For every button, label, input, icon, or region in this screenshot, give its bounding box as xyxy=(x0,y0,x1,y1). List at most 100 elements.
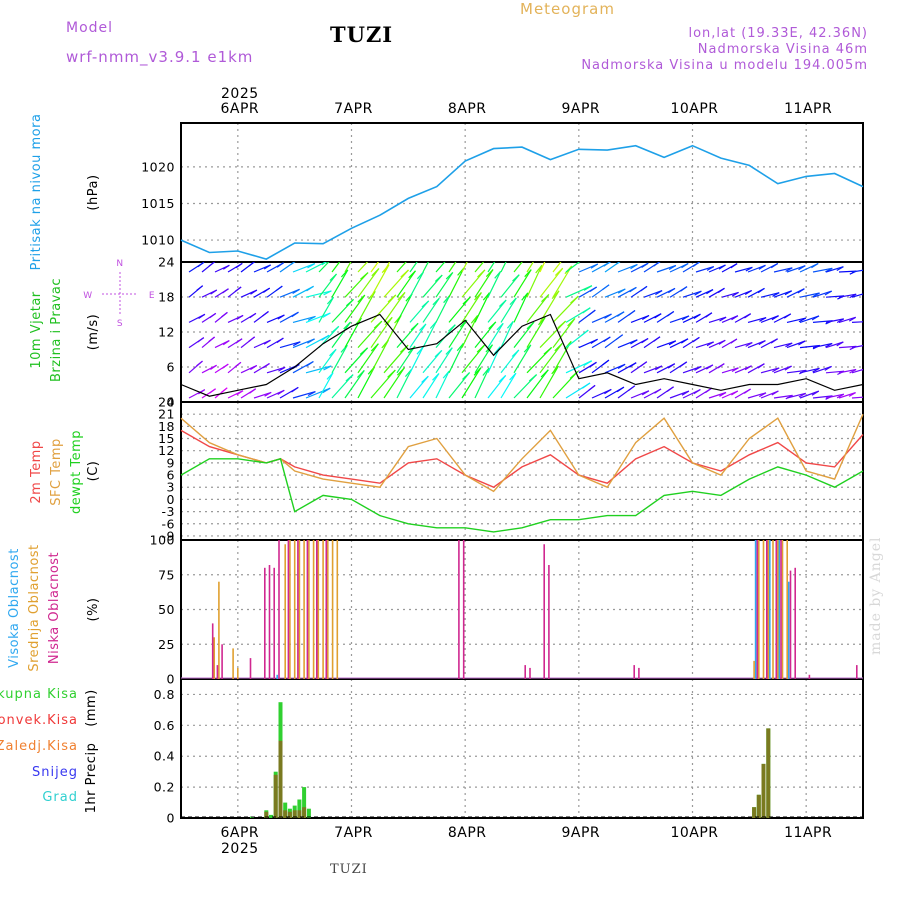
wind-barb-tick-20 xyxy=(236,314,244,320)
top-day-label-5: 11APR xyxy=(784,101,832,117)
wind-barb-122 xyxy=(448,296,471,323)
wind-barb-283 xyxy=(799,292,820,298)
wind-barb-42 xyxy=(279,262,296,273)
wind-barb-135 xyxy=(474,321,497,348)
wind-barb-tick-302 xyxy=(848,316,857,322)
wind-barb-110 xyxy=(422,297,440,323)
precip-total-bar-2 xyxy=(269,814,273,818)
wind-barb-tick-191 xyxy=(604,388,612,395)
wind-barb-tick-134 xyxy=(482,292,490,301)
wind-barb-tick-255 xyxy=(745,342,753,347)
wind-barb-92 xyxy=(383,292,406,323)
wind-barb-tick-112 xyxy=(434,349,443,358)
bottom-day-label-2: 8APR xyxy=(448,825,487,841)
wind-barb-72 xyxy=(344,262,352,273)
time-gridlines xyxy=(237,123,807,818)
ytick-pressure-2: 1020 xyxy=(141,159,175,174)
wind-barb-98 xyxy=(396,293,413,323)
wind-barb-tick-50 xyxy=(307,315,316,321)
unit-clouds: (%) xyxy=(86,598,101,622)
wind-barb-263 xyxy=(747,392,767,399)
wind-barb-tick-188 xyxy=(604,313,612,319)
wind-barb-tick-289 xyxy=(824,290,832,296)
wind-barb-297 xyxy=(825,341,844,349)
wind-barb-tick-86 xyxy=(387,294,397,303)
wind-barb-tick-245 xyxy=(719,391,727,397)
location-coords: lon,lat (19.33E, 42.36N) xyxy=(688,26,868,41)
wind-barb-tick-54 xyxy=(321,262,328,266)
wind-barb-tick-196 xyxy=(617,363,626,370)
wind-barb-tick-4 xyxy=(196,360,203,367)
wind-barb-311 xyxy=(851,396,863,399)
wind-barb-tick-22 xyxy=(234,361,242,368)
wind-barb-tick-250 xyxy=(731,367,739,373)
wind-barb-143 xyxy=(487,375,507,399)
wind-barb-tick-247 xyxy=(731,291,739,297)
ytick-temperature-2: -3 xyxy=(162,504,175,519)
compass-east: E xyxy=(149,291,155,301)
wind-barb-137 xyxy=(474,367,490,399)
wind-barb-tick-159 xyxy=(538,316,546,326)
wind-barb-273 xyxy=(773,342,793,349)
precip-conv-bar-11 xyxy=(766,728,771,818)
wind-barb-171 xyxy=(552,318,576,348)
wind-barb-89 xyxy=(370,369,396,399)
wind-barb-tick-122 xyxy=(462,296,471,305)
wind-barb-tick-82 xyxy=(370,343,379,352)
wind-barb-tick-236 xyxy=(705,312,713,318)
wind-barb-35 xyxy=(253,391,272,399)
top-day-label-1: 7APR xyxy=(334,101,373,117)
wind-barb-tick-28 xyxy=(250,364,258,371)
wind-barb-tick-296 xyxy=(836,318,845,324)
ytick-clouds-1: 25 xyxy=(158,637,175,652)
wind-barb-tick-179 xyxy=(582,382,591,389)
wind-barb-260 xyxy=(747,317,767,323)
wind-barb-tick-62 xyxy=(326,296,334,305)
meteogram-label: Meteogram xyxy=(520,0,615,18)
precip-legend-4: Grad xyxy=(42,790,78,805)
wind-barb-tick-30 xyxy=(263,264,272,270)
ytick-temperature-11: 24 xyxy=(158,395,175,410)
wind-barb-tick-124 xyxy=(456,343,464,352)
wind-axis-label-2: Brzina i Pravac xyxy=(49,278,64,382)
wind-barb-51 xyxy=(292,338,315,349)
wind-barb-85 xyxy=(370,264,390,298)
wind-barb-153 xyxy=(513,321,535,348)
wind-barb-tick-220 xyxy=(667,363,676,369)
wind-barb-tick-154 xyxy=(523,344,532,353)
wind-barb-50 xyxy=(292,315,316,323)
wind-barb-tick-308 xyxy=(863,321,870,324)
wind-barb-tick-125 xyxy=(462,372,471,380)
wind-barb-tick-165 xyxy=(557,320,566,329)
wind-barb-tick-36 xyxy=(276,262,284,268)
ytick-clouds-3: 75 xyxy=(158,567,175,582)
temp-axis-label-1: SFC Temp xyxy=(49,438,64,506)
temp-axis-label-2: dewpt Temp xyxy=(69,430,84,514)
wind-barb-tick-147 xyxy=(506,321,514,329)
wind-barb-tick-257 xyxy=(743,388,751,394)
wind-barb-tick-286 xyxy=(812,367,820,373)
cloud-axis-label-2: Niska Oblacnost xyxy=(47,552,62,664)
temp-axis-label-0: 2m Temp xyxy=(29,440,44,503)
wind-barb-148 xyxy=(500,349,520,374)
wind-barb-tick-65 xyxy=(326,372,334,380)
wind-barb-94 xyxy=(383,344,409,374)
wind-barb-229 xyxy=(682,290,702,298)
wind-barb-tick-226 xyxy=(679,361,688,367)
wind-barb-156 xyxy=(526,262,534,273)
temp-line-1 xyxy=(180,413,864,493)
wind-barb-tick-137 xyxy=(482,367,490,376)
wind-barb-tick-103 xyxy=(416,271,424,280)
wind-barb-tick-110 xyxy=(432,297,440,306)
wind-barb-61 xyxy=(318,273,337,298)
wind-barb-tick-117 xyxy=(447,324,456,332)
wind-barb-tick-27 xyxy=(248,336,256,342)
wind-barb-tick-190 xyxy=(602,359,610,366)
wind-barb-284 xyxy=(799,315,820,323)
wind-barb-tick-213 xyxy=(653,336,661,342)
wind-barb-290 xyxy=(812,320,833,323)
precip-total-bar-8 xyxy=(297,799,302,818)
wind-barb-tick-133 xyxy=(485,269,494,278)
wind-barb-tick-7 xyxy=(210,289,218,295)
wind-barb-119 xyxy=(435,370,450,399)
